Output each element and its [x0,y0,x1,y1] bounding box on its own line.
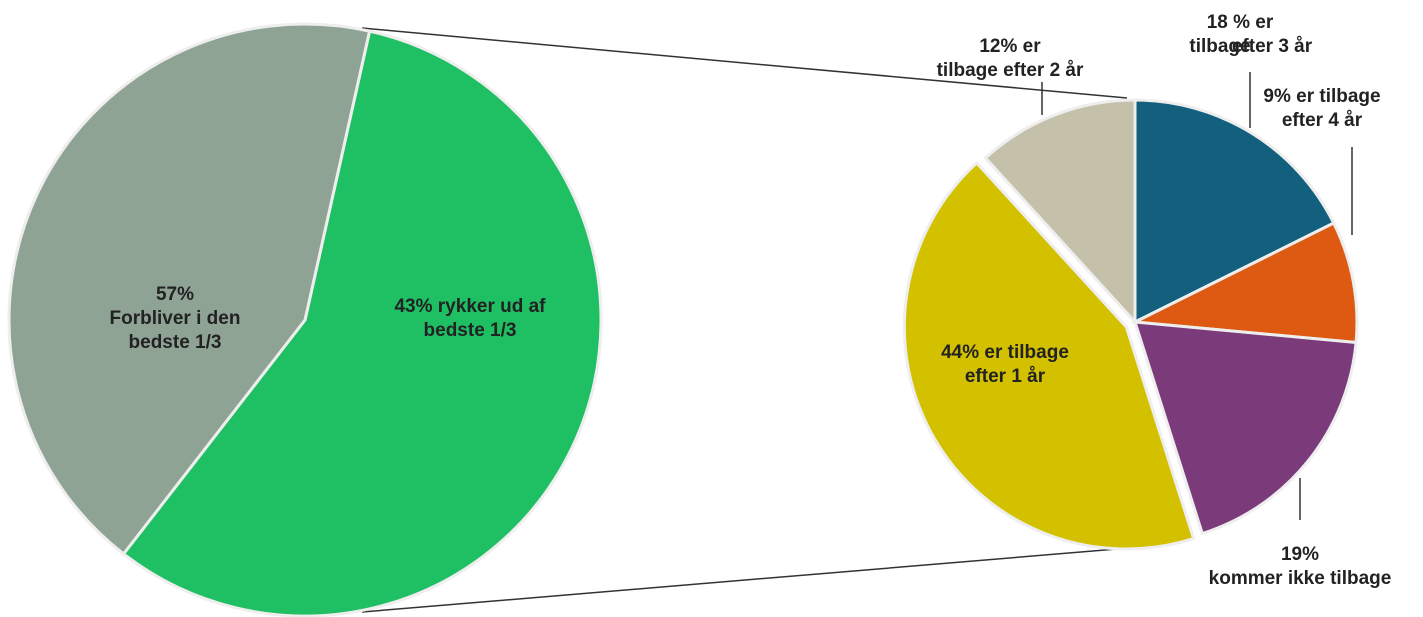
slice-label: 43% rykker ud af bedste 1/3 [394,296,546,341]
slice-label-line: bedste 1/3 [129,332,222,353]
slice-label-line: efter 3 år [1232,36,1313,57]
connector-line [361,544,1166,613]
slice-label-line: 9% er tilbage [1263,86,1380,107]
pie-slice [121,29,603,617]
slice-label-line: 19% [1281,544,1319,565]
slice-label: 57% Forbliver i den bedste 1/3 [110,284,241,353]
slice-label-line: kommer ikke tilbage [1209,568,1392,589]
slice-label-line: 44% er tilbage [941,342,1069,363]
slice-label: 44% er tilbage efter 1 år [941,342,1069,387]
pie-slice [1132,320,1358,536]
slice-label-line: efter 4 år [1282,110,1363,131]
pie-slice [1129,221,1359,345]
connector-line [361,27,1128,99]
pie-slice [983,98,1137,326]
slice-label-line: 18 % er [1207,12,1274,33]
slice-label: 12% er tilbage efter 2 år [937,36,1084,81]
slice-label-line: tilbage efter 2 år [937,60,1084,81]
slice-label-line: 43% rykker ud af [394,296,546,317]
slice-label-line: tilbage [1189,36,1250,57]
slice-label: 18 % er tilbageefter 3 år [1189,12,1312,57]
slice-label-line: 12% er [979,36,1041,57]
slice-label-line: efter 1 år [965,366,1046,387]
slice-label-line: Forbliver i den [110,308,241,329]
slice-label: 19% kommer ikke tilbage [1209,544,1392,589]
pie-slice [1133,98,1336,325]
slice-label: 9% er tilbage efter 4 år [1263,86,1380,131]
slice-label-line: bedste 1/3 [424,320,517,341]
pie-slice [7,22,372,556]
pie-slice [902,160,1196,551]
slice-label-line: 57% [156,284,194,305]
